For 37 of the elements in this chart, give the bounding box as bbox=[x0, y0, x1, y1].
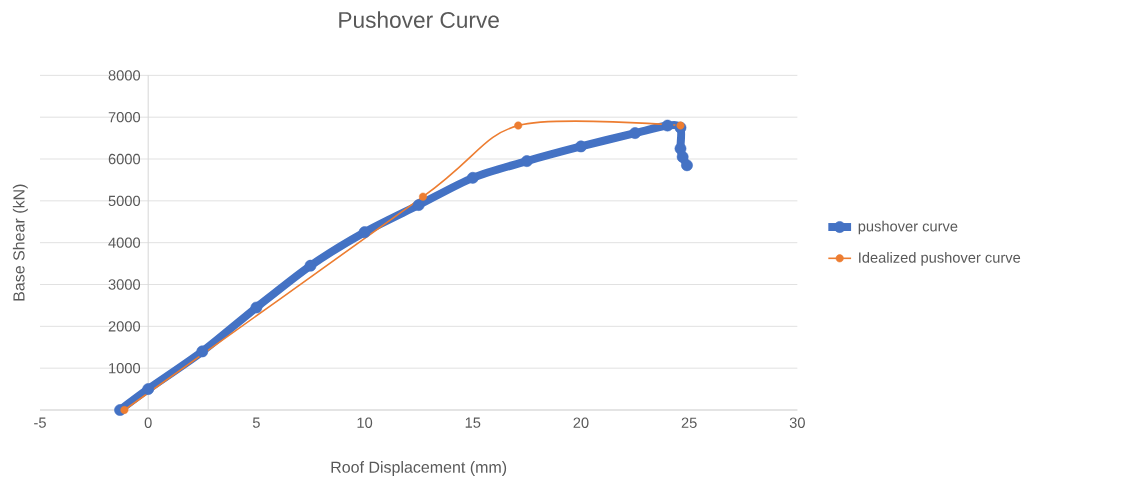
y-axis-title: Base Shear (kN) bbox=[12, 184, 28, 301]
point bbox=[514, 121, 523, 130]
y-tick-label: 6000 bbox=[108, 153, 141, 165]
x-tick-label: -5 bbox=[34, 417, 46, 428]
y-tick-label: 3000 bbox=[108, 279, 141, 290]
y-tick-label: 7000 bbox=[108, 112, 141, 123]
point bbox=[661, 119, 674, 132]
legend-label: Idealized pushover curve bbox=[859, 252, 1021, 266]
point bbox=[575, 140, 587, 153]
point bbox=[358, 226, 371, 239]
y-tick-label: 5000 bbox=[108, 195, 141, 207]
y-tick-label: 2000 bbox=[108, 321, 141, 332]
point bbox=[120, 406, 129, 414]
point bbox=[250, 301, 263, 314]
y-tick-label: 4000 bbox=[108, 237, 141, 248]
x-axis-title: Roof Displacement (mm) bbox=[331, 461, 507, 477]
point bbox=[412, 199, 425, 211]
point bbox=[304, 259, 317, 272]
x-tick-label: 30 bbox=[789, 417, 805, 428]
y-tick-label: 1000 bbox=[109, 362, 141, 374]
x-tick-label: 0 bbox=[144, 417, 152, 428]
x-tick-label: 25 bbox=[681, 417, 697, 428]
point bbox=[629, 127, 641, 139]
point bbox=[681, 159, 693, 172]
point bbox=[196, 345, 209, 358]
chart-title: Pushover Curve bbox=[339, 11, 499, 28]
point bbox=[520, 155, 533, 167]
x-tick-label: 10 bbox=[357, 417, 373, 428]
x-tick-label: 20 bbox=[573, 417, 589, 428]
point bbox=[142, 383, 155, 395]
x-tick-label: 15 bbox=[465, 417, 481, 428]
point bbox=[466, 171, 479, 184]
point bbox=[419, 192, 427, 201]
point bbox=[676, 121, 685, 130]
x-tick-label: 5 bbox=[252, 417, 260, 428]
y-tick-label: 8000 bbox=[108, 70, 141, 81]
legend-label: pushover curve bbox=[858, 220, 958, 235]
